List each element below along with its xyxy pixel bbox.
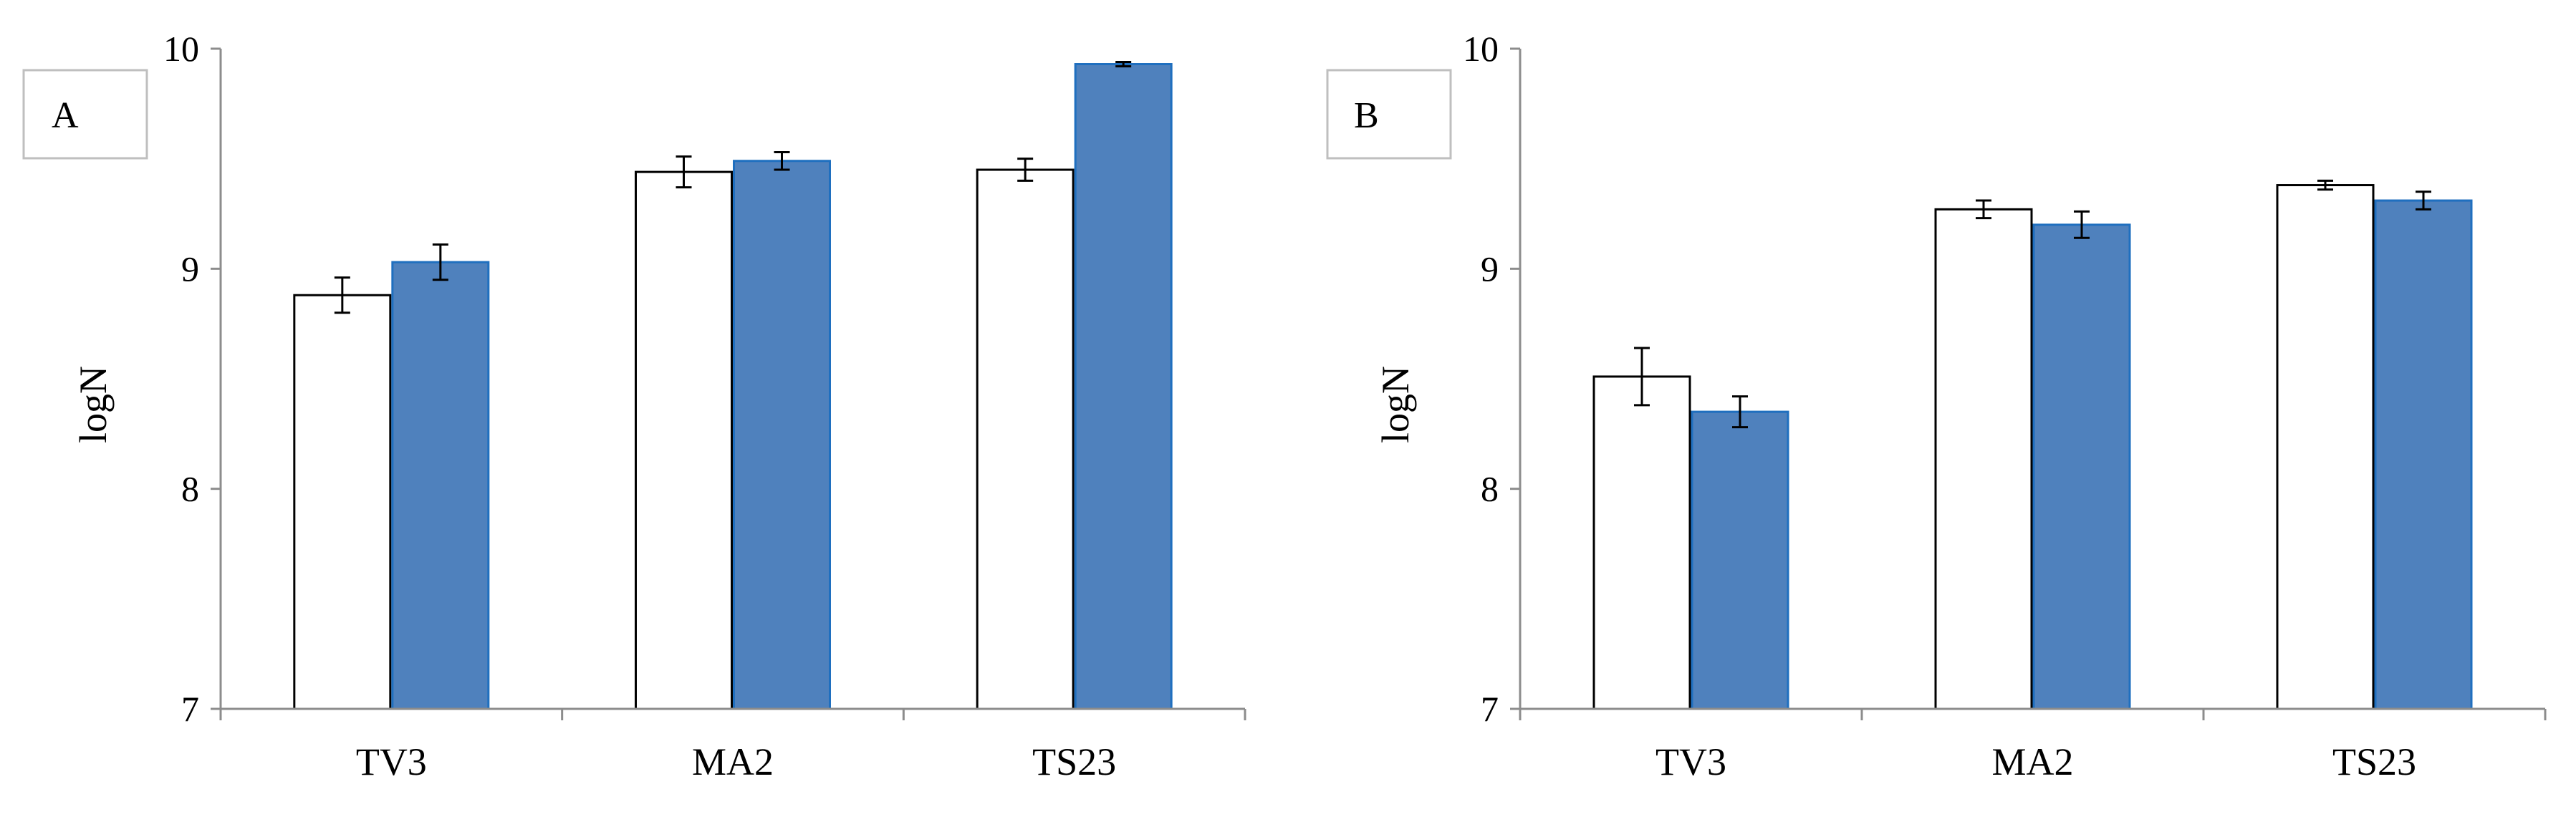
bar-series-2	[1691, 410, 1789, 710]
chart-panel-a: A logN 7 8 9 10 TV3 MA2 TS23	[22, 29, 1246, 783]
panel-label-box	[1326, 69, 1452, 160]
y-tick-label: 8	[181, 469, 199, 509]
y-tick-label: 10	[163, 29, 199, 69]
x-category-label: TS23	[1032, 740, 1116, 783]
y-tick-label: 9	[181, 248, 199, 289]
x-category-label: TV3	[1655, 740, 1726, 783]
y-tick-label: 8	[1481, 469, 1499, 509]
x-category-label: MA2	[1991, 740, 2073, 783]
chart-panel-b: B logN 7 8 9 10 TV3 MA2 TS23	[1326, 29, 2547, 783]
bar-series-2	[733, 160, 831, 710]
bar-series-2	[1074, 63, 1173, 710]
x-category-label: TV3	[356, 740, 427, 783]
y-tick-label: 7	[181, 689, 199, 729]
x-category-label: MA2	[692, 740, 774, 783]
y-tick-label: 7	[1481, 689, 1499, 729]
bar-series-1	[1934, 208, 2033, 710]
panel-label-box	[22, 69, 148, 160]
bar-series-2	[391, 261, 490, 710]
bar-series-1	[1592, 375, 1691, 710]
bar-series-1	[2276, 184, 2375, 710]
bar-series-1	[635, 170, 733, 710]
y-axis-title: logN	[72, 366, 115, 443]
bar-series-2	[2032, 223, 2131, 710]
x-category-label: TS23	[2332, 740, 2416, 783]
bar-series-1	[976, 168, 1075, 710]
y-tick-label: 9	[1481, 248, 1499, 289]
panel-label: B	[1354, 95, 1379, 136]
bar-series-2	[2374, 199, 2473, 710]
panel-label: A	[52, 95, 79, 136]
y-axis-title: logN	[1374, 366, 1417, 443]
bar-series-1	[293, 294, 392, 710]
y-tick-label: 10	[1463, 29, 1499, 69]
